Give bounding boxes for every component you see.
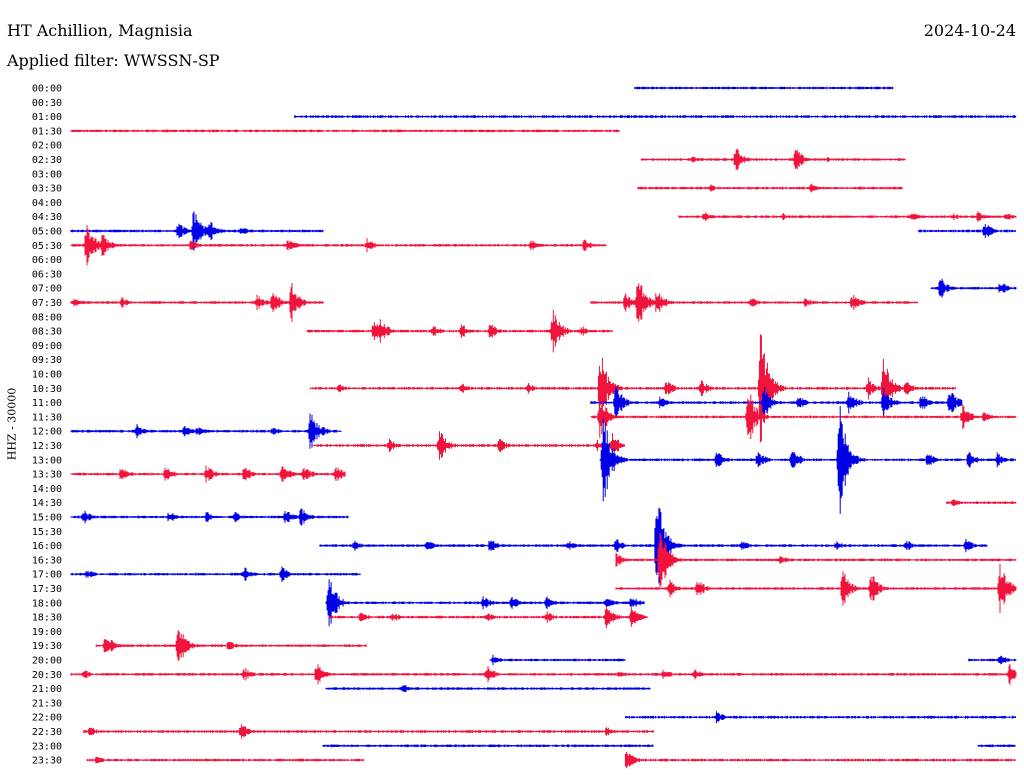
trace-segment xyxy=(917,224,1016,238)
time-tick-label: 10:00 xyxy=(32,370,62,381)
trace-segment xyxy=(634,86,894,90)
time-tick-label: 16:30 xyxy=(32,555,62,566)
trace-segment xyxy=(637,183,903,193)
seismic-traces xyxy=(70,86,1017,769)
time-tick-label: 16:00 xyxy=(32,541,62,552)
trace-segment xyxy=(70,225,607,266)
time-tick-label: 06:30 xyxy=(32,269,62,280)
trace-segment xyxy=(294,115,1017,118)
time-tick-label: 14:30 xyxy=(32,498,62,509)
time-tick-label: 03:30 xyxy=(32,184,62,195)
time-tick-label: 01:00 xyxy=(32,112,62,123)
time-tick-label: 11:30 xyxy=(32,412,62,423)
time-tick-label: 09:00 xyxy=(32,341,62,352)
trace-segment xyxy=(678,211,1017,223)
time-tick-label: 18:00 xyxy=(32,598,62,609)
time-tick-label: 14:00 xyxy=(32,484,62,495)
trace-segment xyxy=(615,563,1017,614)
time-tick-label: 07:00 xyxy=(32,284,62,295)
time-tick-label: 23:00 xyxy=(32,741,62,752)
time-tick-label: 18:30 xyxy=(32,613,62,624)
time-tick-label: 03:00 xyxy=(32,169,62,180)
trace-segment xyxy=(83,724,655,739)
trace-segment xyxy=(95,630,367,662)
trace-segment xyxy=(640,148,906,171)
trace-segment xyxy=(70,283,324,322)
trace-segment xyxy=(325,579,645,627)
trace-segment xyxy=(322,744,654,748)
time-tick-label: 22:00 xyxy=(32,713,62,724)
trace-segment xyxy=(319,507,988,584)
time-tick-label: 04:30 xyxy=(32,212,62,223)
trace-segment xyxy=(70,663,1017,685)
time-tick-label: 17:30 xyxy=(32,584,62,595)
station-title: HT Achillion, Magnisia xyxy=(7,21,193,40)
trace-segment xyxy=(489,654,626,666)
trace-segment xyxy=(590,394,1017,439)
trace-segment xyxy=(615,532,1017,588)
time-tick-label: 01:30 xyxy=(32,126,62,137)
trace-segment xyxy=(309,334,956,443)
trace-segment xyxy=(86,757,365,764)
trace-segment xyxy=(70,211,324,251)
time-tick-label: 13:30 xyxy=(32,470,62,481)
time-tick-label: 19:00 xyxy=(32,627,62,638)
time-tick-label: 20:00 xyxy=(32,656,62,667)
trace-segment xyxy=(70,413,342,449)
time-tick-label: 15:00 xyxy=(32,513,62,524)
trace-segment xyxy=(70,129,620,133)
time-tick-label: 20:30 xyxy=(32,670,62,681)
trace-segment xyxy=(968,655,1017,665)
time-tick-label: 10:30 xyxy=(32,384,62,395)
time-tick-label: 08:30 xyxy=(32,327,62,338)
time-tick-label: 05:00 xyxy=(32,227,62,238)
trace-segment xyxy=(930,278,1017,298)
trace-segment xyxy=(70,508,349,526)
trace-segment xyxy=(599,405,1016,514)
trace-segment xyxy=(70,465,346,483)
time-tick-label: 17:00 xyxy=(32,570,62,581)
time-tick-label: 21:30 xyxy=(32,698,62,709)
trace-segment xyxy=(328,606,648,629)
date-label: 2024-10-24 xyxy=(923,21,1016,40)
trace-segment xyxy=(306,309,613,353)
time-tick-label: 04:00 xyxy=(32,198,62,209)
time-tick-label: 08:00 xyxy=(32,312,62,323)
trace-segment xyxy=(590,283,919,322)
time-tick-label: 00:00 xyxy=(32,84,62,95)
trace-segment xyxy=(946,499,1017,506)
trace-segment xyxy=(624,752,1016,769)
trace-segment xyxy=(590,387,963,419)
time-tick-label: 05:30 xyxy=(32,241,62,252)
time-tick-label: 23:30 xyxy=(32,756,62,767)
time-tick-label: 07:30 xyxy=(32,298,62,309)
trace-segment xyxy=(977,744,1016,748)
filter-label: Applied filter: WWSSN-SP xyxy=(7,51,220,70)
trace-segment xyxy=(313,431,625,460)
trace-segment xyxy=(325,685,651,693)
time-tick-label: 12:00 xyxy=(32,427,62,438)
time-tick-label: 12:30 xyxy=(32,441,62,452)
time-tick-label: 06:00 xyxy=(32,255,62,266)
trace-segment xyxy=(624,711,1016,724)
time-tick-label: 02:30 xyxy=(32,155,62,166)
time-tick-label: 15:30 xyxy=(32,527,62,538)
time-tick-label: 22:30 xyxy=(32,727,62,738)
time-tick-label: 11:00 xyxy=(32,398,62,409)
time-tick-labels: 00:00 00:30 01:00 01:30 02:00 02:30 03:00 03:30… xyxy=(32,84,62,767)
time-tick-label: 09:30 xyxy=(32,355,62,366)
time-tick-label: 19:30 xyxy=(32,641,62,652)
time-tick-label: 13:00 xyxy=(32,455,62,466)
time-tick-label: 21:00 xyxy=(32,684,62,695)
trace-segment xyxy=(70,566,361,582)
time-tick-label: 02:00 xyxy=(32,141,62,152)
time-tick-label: 00:30 xyxy=(32,98,62,109)
